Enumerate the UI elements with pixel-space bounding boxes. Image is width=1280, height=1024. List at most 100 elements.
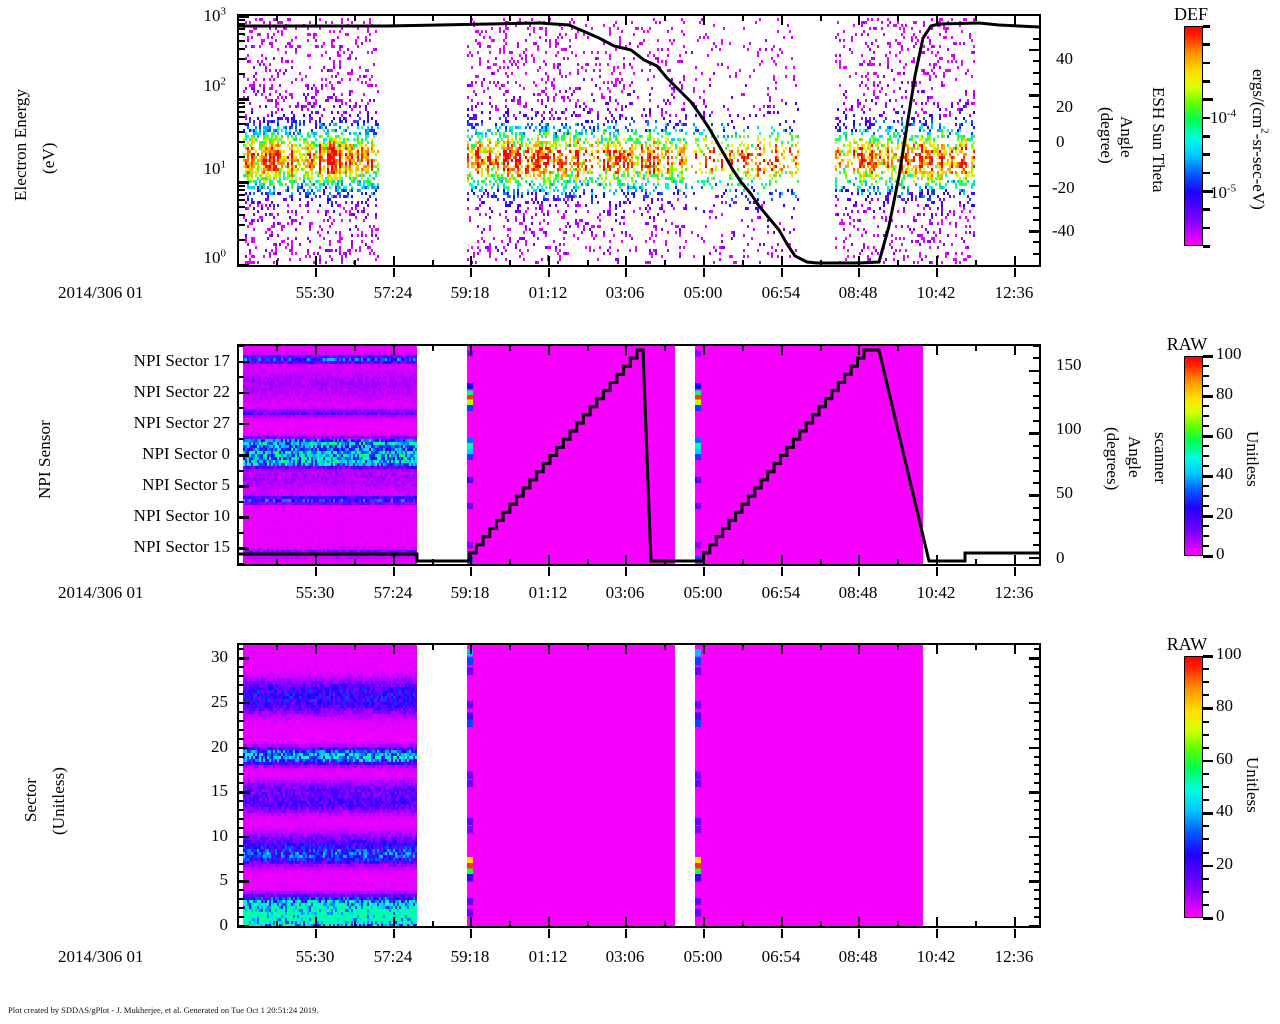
panel2-colorbar-title: RAW <box>1152 334 1222 355</box>
panel1-ytick-minor-0-5 <box>237 205 245 208</box>
panel3-xtick-out-9 <box>1014 929 1016 938</box>
panel2-cbar-minor-2 <box>1203 535 1209 537</box>
panel2-xtick-major-2 <box>470 555 472 566</box>
panel3-ytick-minor-21 <box>237 737 244 740</box>
panel3-xtick-top-minor-8 <box>897 643 899 650</box>
panel1-xtick-top-major-2 <box>470 14 472 25</box>
panel1-xtick-out-9 <box>1014 268 1016 277</box>
panel2-ytick-minor-10 <box>237 500 244 503</box>
panel2-xlabel-5: 05:00 <box>667 583 739 603</box>
panel1-ytick-minor-1-3 <box>237 141 245 144</box>
panel1-xtick-minor-2 <box>432 260 434 267</box>
panel2-xtick-top-major-3 <box>548 344 550 355</box>
panel3-xlabel-1: 57:24 <box>357 947 429 967</box>
panel1-xtick-top-minor-8 <box>897 14 899 21</box>
panel1-xtick-out-7 <box>858 268 860 277</box>
panel3-xtick-top-major-3 <box>548 643 550 654</box>
panel2-ytick-label-4: NPI Sector 5 <box>80 475 230 495</box>
panel2-right-unit: (degrees) <box>1102 420 1122 498</box>
panel3-cbar-minor-2 <box>1203 890 1209 893</box>
panel1-ytick-minor-2-6 <box>237 33 245 36</box>
panel2-xtick-top-major-5 <box>703 344 705 355</box>
panel2-xtick-top-major-8 <box>936 344 938 355</box>
panel1-xlabel-8: 10:42 <box>900 283 972 303</box>
panel1-xtick-minor-1 <box>354 260 356 267</box>
panel1-rtick-minor--15 <box>1033 173 1041 176</box>
panel2-rtick-0: 0 <box>1056 548 1112 568</box>
panel3-xtick-minor-0 <box>276 921 278 928</box>
panel2-ytick-minor-8 <box>237 469 244 472</box>
panel1-ytick-minor-1-2 <box>237 156 245 158</box>
panel1-rtick-m40: -40 <box>1052 221 1102 241</box>
panel1-xtick-major-7 <box>858 256 860 267</box>
panel2-xlabel-1: 57:24 <box>357 583 429 603</box>
panel3-xtick-out-1 <box>393 929 395 938</box>
panel2-rtick-major-3 <box>1029 556 1041 560</box>
panel3-xlabel-2: 59:18 <box>434 947 506 967</box>
panel2-cbar-tick-2 <box>1203 475 1213 478</box>
panel1-rtick-minor--30 <box>1033 207 1041 210</box>
panel1-xtick-major-4 <box>625 256 627 267</box>
panel2-xtick-top-minor-2 <box>432 344 434 351</box>
panel3-ytick-minor-26 <box>237 693 244 696</box>
panel2-xtick-minor-4 <box>587 559 589 566</box>
panel2-cbar-minor-3 <box>1203 525 1209 527</box>
panel3-rtick-minor-4 <box>1034 889 1041 892</box>
panel1-rtick-0: 0 <box>1056 132 1102 152</box>
panel1-xtick-top-major-5 <box>703 14 705 25</box>
panel3-xtick-top-minor-6 <box>742 643 744 650</box>
panel1-xtick-top-minor-0 <box>276 14 278 21</box>
panel3-xtick-minor-7 <box>820 921 822 928</box>
panel1-colorbar <box>1184 26 1203 246</box>
panel3-rtick-major-5 <box>1029 701 1041 705</box>
panel2-cbar-label-5: 100 <box>1216 344 1266 364</box>
panel3-xtick-out-2 <box>470 929 472 938</box>
panel1-cbar-tick-4 <box>1203 98 1213 101</box>
panel2-cbar-tick-3 <box>1203 435 1213 438</box>
panel3-xtick-top-major-0 <box>315 643 317 654</box>
panel1-xtick-major-8 <box>936 256 938 267</box>
panel1-xtick-out-5 <box>703 268 705 277</box>
panel3-cbar-label-0: 0 <box>1216 906 1266 926</box>
panel3-xtick-out-4 <box>625 929 627 938</box>
panel1-ytick-minor-0-8 <box>237 189 245 192</box>
panel1-cbar-tick-7 <box>1203 153 1210 156</box>
panel3-xtick-top-minor-3 <box>509 643 511 650</box>
panel3-xtick-major-2 <box>470 917 472 928</box>
panel2-xtick-major-3 <box>548 555 550 566</box>
panel3-xtick-major-9 <box>1014 917 1016 928</box>
panel1-ytick-minor-1-8 <box>237 106 245 109</box>
panel3-cbar-tick-1 <box>1203 864 1213 868</box>
panel2-rtick-150: 150 <box>1056 355 1112 375</box>
panel2-rtick-minor-140 <box>1033 382 1041 385</box>
panel3-cbar-minor-19 <box>1203 668 1209 671</box>
panel1-ytick-major-0 <box>237 15 249 18</box>
panel2-rtick-major-0 <box>1029 369 1041 373</box>
panel3-ytick-minor-22 <box>237 728 244 731</box>
panel3-ytick-minor-3 <box>237 898 244 901</box>
panel2-cbar-minor-5 <box>1203 505 1209 507</box>
panel2-cbar-label-2: 40 <box>1216 464 1266 484</box>
panel1-xtick-top-major-3 <box>548 14 550 25</box>
panel3-cbar-minor-5 <box>1203 851 1209 854</box>
panel2-xtick-minor-5 <box>664 559 666 566</box>
panel2-xtick-minor-8 <box>897 559 899 566</box>
panel2-rtick-minor-60 <box>1033 482 1041 485</box>
panel1-xlabel-4: 03:06 <box>589 283 661 303</box>
panel3-rtick-minor-31 <box>1034 648 1041 651</box>
panel1-xtick-major-5 <box>703 256 705 267</box>
panel2-xtick-minor-6 <box>742 559 744 566</box>
panel1-rtick-minor--25 <box>1033 196 1041 199</box>
panel3-xtick-out-5 <box>703 929 705 938</box>
panel3-xtick-top-minor-7 <box>820 643 822 650</box>
panel3-ytick-minor-16 <box>237 782 244 785</box>
panel3-ylabel: Sector <box>21 760 44 840</box>
panel2-ytick-minor-4 <box>237 407 244 410</box>
panel2-xlabel-9: 12:36 <box>978 583 1050 603</box>
panel2-xlabel-6: 06:54 <box>745 583 817 603</box>
panel1-ytick-major-3 <box>237 264 249 267</box>
panel2-cbar-minor-11 <box>1203 445 1209 447</box>
panel1-ytick-minor-0-4 <box>237 214 245 217</box>
panel1-xtick-top-major-9 <box>1014 14 1016 25</box>
panel3-xtick-major-8 <box>936 917 938 928</box>
